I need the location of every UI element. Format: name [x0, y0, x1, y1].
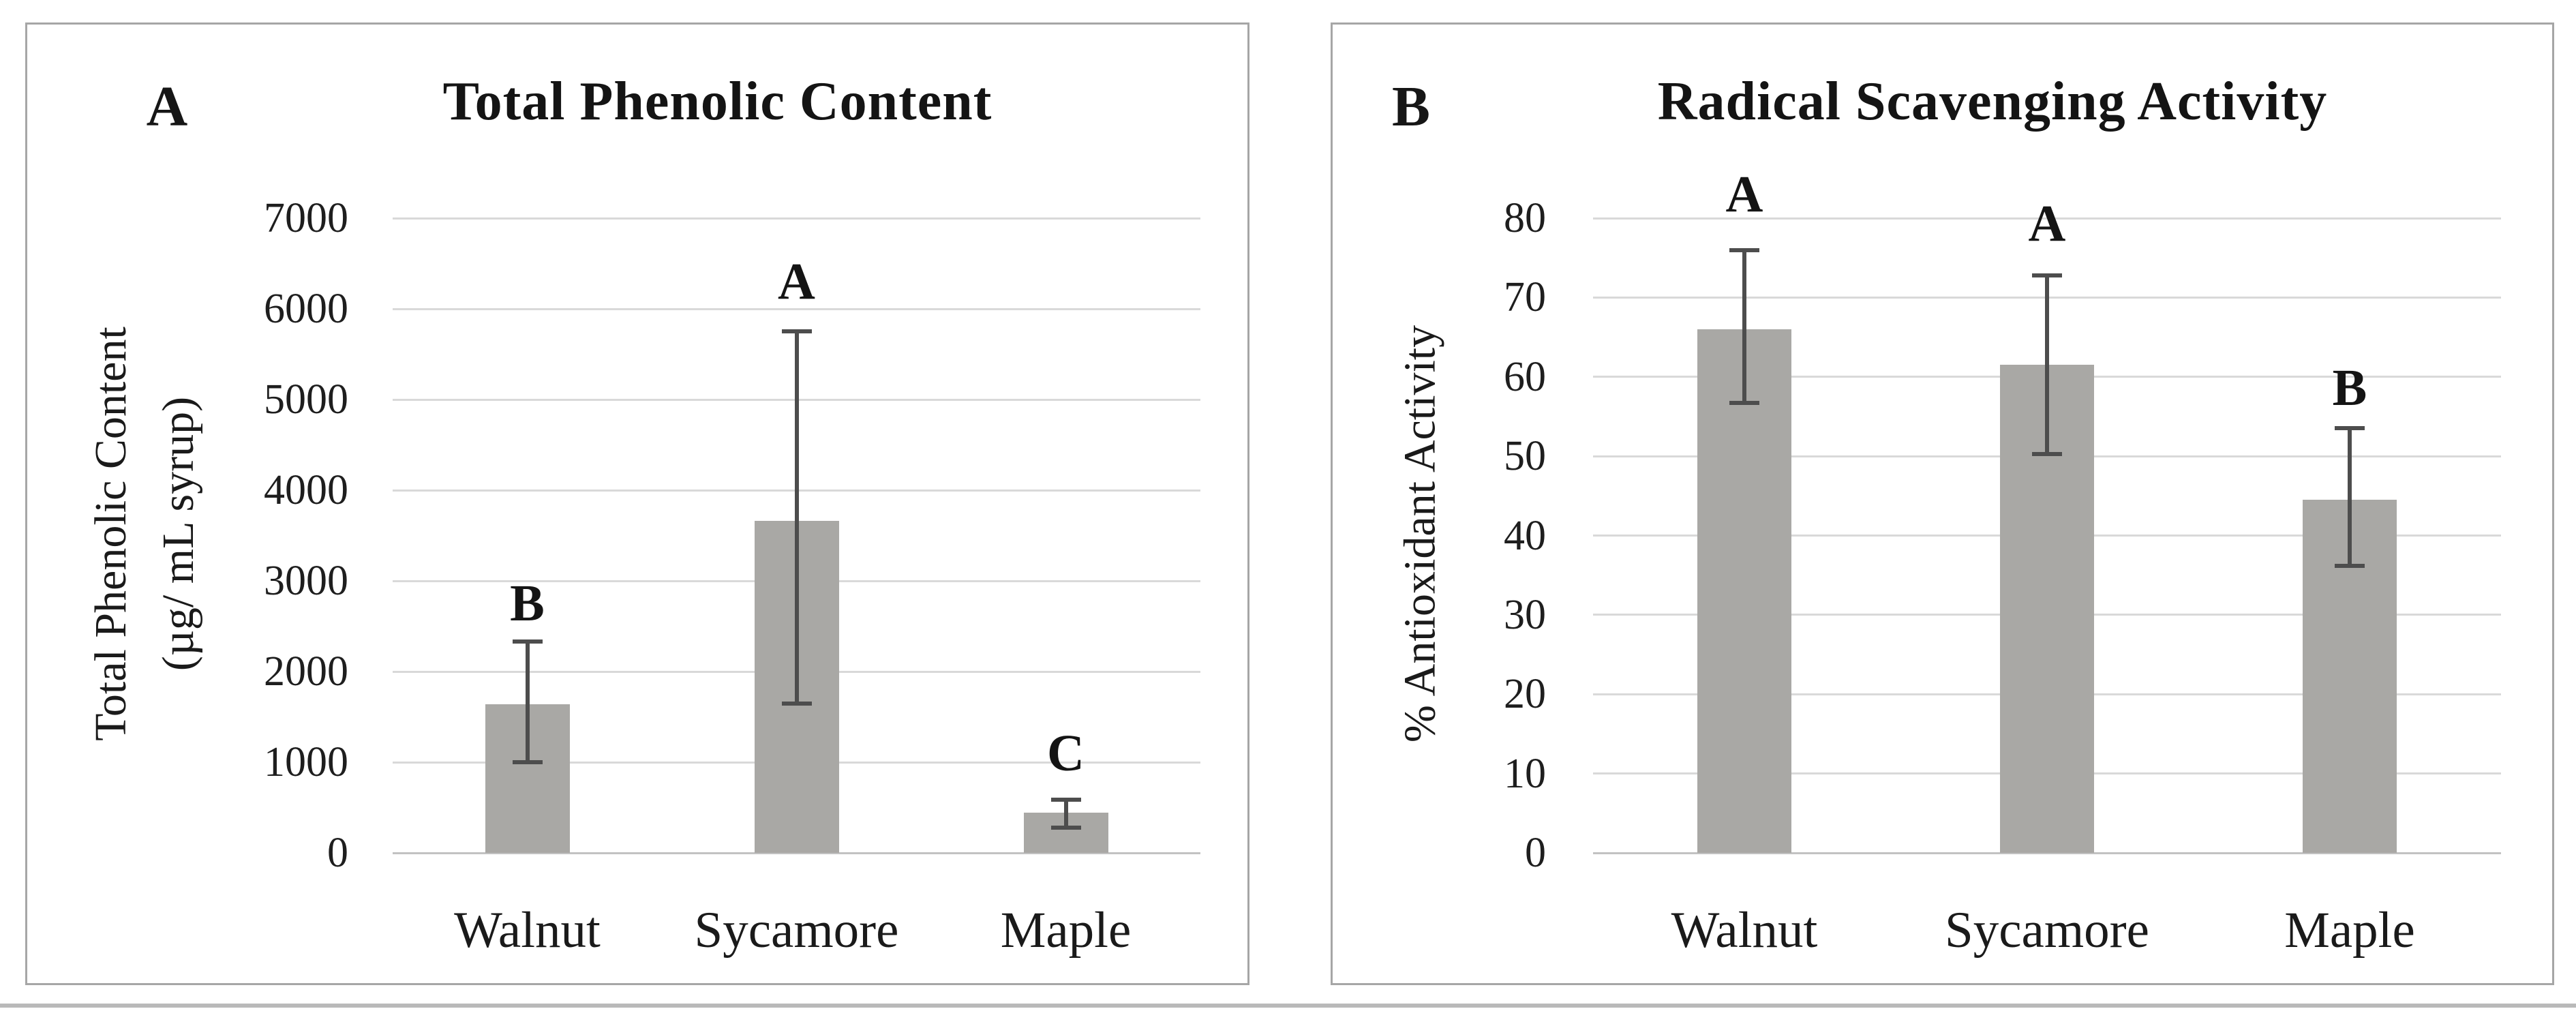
y-tick-label-1000: 1000 — [264, 739, 348, 785]
category-label-walnut: Walnut — [454, 902, 601, 959]
error-cap-lower-maple — [2335, 563, 2365, 568]
y-tick-label-4000: 4000 — [264, 467, 348, 513]
error-bar-maple — [2348, 428, 2352, 566]
y-tick-label-70: 70 — [1504, 274, 1546, 321]
panel-a-total-phenolic-content: A Total Phenolic Content Total Phenolic … — [25, 22, 1249, 985]
y-tick-label-7000: 7000 — [264, 195, 348, 241]
y-axis-title-a-line1: Total Phenolic Content — [86, 327, 136, 741]
gridline-6000 — [393, 307, 1200, 310]
panel-label-b: B — [1391, 75, 1431, 138]
panel-b-radical-scavenging-activity: B Radical Scavenging Activity % Antioxid… — [1331, 22, 2554, 985]
error-cap-upper-maple — [1050, 797, 1081, 802]
y-tick-label-2000: 2000 — [264, 648, 348, 695]
gridline-80 — [1593, 217, 2501, 220]
error-cap-lower-walnut — [1729, 401, 1759, 406]
y-tick-label-20: 20 — [1504, 671, 1546, 718]
y-tick-label-10: 10 — [1504, 750, 1546, 797]
y-tick-label-30: 30 — [1504, 591, 1546, 638]
panel-label-a: A — [146, 75, 188, 138]
gridline-0 — [1593, 852, 2501, 854]
error-cap-upper-sycamore — [781, 329, 812, 334]
error-bar-walnut — [1742, 250, 1746, 404]
error-cap-upper-maple — [2335, 426, 2365, 431]
significance-letter-walnut: B — [510, 575, 545, 633]
screenshot-bottom-edge — [0, 1004, 2576, 1008]
y-tick-label-80: 80 — [1504, 195, 1546, 241]
category-label-maple: Maple — [1000, 902, 1132, 959]
significance-letter-maple: B — [2332, 359, 2367, 417]
gridline-0 — [393, 852, 1200, 854]
category-label-sycamore: Sycamore — [1945, 902, 2149, 959]
error-cap-lower-walnut — [512, 760, 543, 764]
error-bar-sycamore — [794, 331, 799, 704]
error-cap-lower-sycamore — [2032, 451, 2062, 456]
error-cap-upper-walnut — [1729, 247, 1759, 252]
error-bar-sycamore — [2045, 275, 2049, 454]
significance-letter-sycamore: A — [2028, 195, 2066, 253]
y-tick-label-40: 40 — [1504, 512, 1546, 559]
y-tick-label-0: 0 — [1525, 830, 1546, 876]
error-bar-maple — [1063, 799, 1068, 828]
category-label-maple: Maple — [2284, 902, 2415, 959]
y-tick-label-5000: 5000 — [264, 376, 348, 423]
gridline-7000 — [393, 217, 1200, 220]
significance-letter-walnut: A — [1725, 166, 1763, 224]
category-label-walnut: Walnut — [1671, 902, 1818, 959]
y-tick-label-6000: 6000 — [264, 286, 348, 332]
y-tick-label-0: 0 — [327, 830, 348, 876]
y-tick-label-3000: 3000 — [264, 558, 348, 604]
error-cap-upper-walnut — [512, 639, 543, 644]
significance-letter-sycamore: A — [778, 253, 815, 311]
chart-title-b: Radical Scavenging Activity — [1657, 72, 2328, 132]
chart-title-a: Total Phenolic Content — [442, 72, 992, 132]
error-cap-upper-sycamore — [2032, 273, 2062, 277]
significance-letter-maple: C — [1047, 724, 1085, 782]
y-tick-label-60: 60 — [1504, 353, 1546, 400]
y-tick-label-50: 50 — [1504, 433, 1546, 480]
bar-walnut — [1697, 329, 1791, 853]
error-cap-lower-sycamore — [781, 701, 812, 706]
category-label-sycamore: Sycamore — [694, 902, 899, 959]
error-cap-lower-maple — [1050, 825, 1081, 830]
error-bar-walnut — [525, 642, 530, 762]
